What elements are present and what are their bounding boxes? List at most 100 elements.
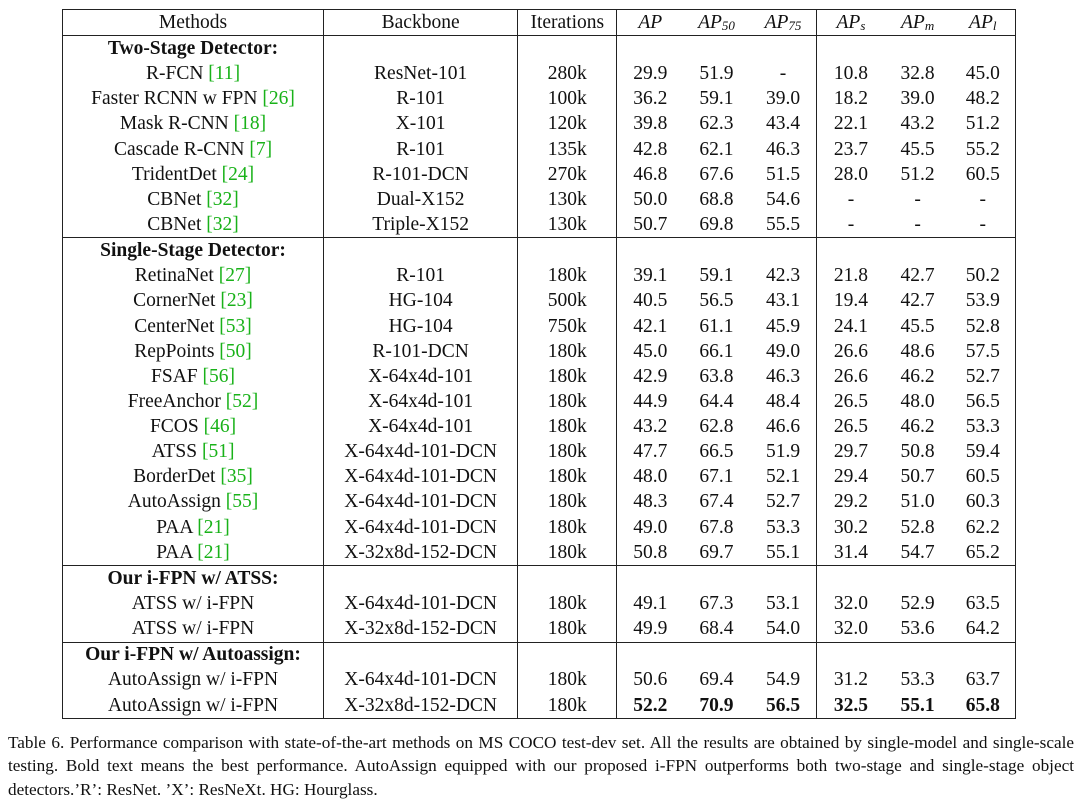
citation-number: 56 xyxy=(209,365,229,387)
ap75-cell: 42.3 xyxy=(765,265,801,287)
citation-number: 18 xyxy=(240,113,260,135)
table-row: ATSS w/ i-FPN X-64x4d-101-DCN 180k 49.1 67.3… xyxy=(61,591,1016,617)
citation-link[interactable]: [21] xyxy=(197,541,230,563)
citation-number: 27 xyxy=(225,265,245,287)
ap75-cell: 56.5 xyxy=(749,692,817,719)
section-empty-cell xyxy=(950,565,1016,592)
aps-cell: - xyxy=(816,212,885,238)
table-row: FSAF [56] X-64x4d-101 180k 42.9 63.8 46.3 26.6… xyxy=(61,363,1016,390)
ap-cell: 40.5 xyxy=(616,288,684,314)
ap50-cell: 62.3 xyxy=(699,113,734,135)
method-cell: FCOS [46] xyxy=(61,414,324,440)
apl-cell: 48.2 xyxy=(950,86,1016,112)
citation-link[interactable]: [32] xyxy=(206,213,239,235)
citation-link[interactable]: [21] xyxy=(197,516,230,538)
citation-link[interactable]: [55] xyxy=(225,491,259,513)
apm-cell: 50.8 xyxy=(900,441,935,463)
section-empty-cell xyxy=(616,35,684,62)
header-aps-base: AP xyxy=(836,11,861,33)
apm-cell: 32.8 xyxy=(900,63,935,85)
citation-link[interactable]: [18] xyxy=(233,113,267,135)
section-empty-cell xyxy=(517,237,617,264)
method-cell: ATSS w/ i-FPN xyxy=(61,616,324,643)
method-name: BorderDet xyxy=(133,466,216,488)
section-header-row: Single-Stage Detector: xyxy=(61,237,1016,264)
aps-cell: 29.2 xyxy=(816,489,885,515)
backbone-cell: HG-104 xyxy=(323,288,518,314)
ap75-cell: 54.0 xyxy=(765,618,801,640)
ap50-cell: 67.3 xyxy=(699,593,734,615)
aps-cell: 21.8 xyxy=(816,263,885,289)
apm-cell: 45.5 xyxy=(900,138,935,160)
header-aps-sub: s xyxy=(860,17,866,33)
ap50-cell: 62.8 xyxy=(699,416,734,438)
citation-link[interactable]: [52] xyxy=(225,390,259,412)
ap75-cell: 55.5 xyxy=(765,213,801,235)
ap-cell: 48.3 xyxy=(616,489,684,515)
iterations-cell: 180k xyxy=(517,464,617,490)
backbone-cell: X-64x4d-101-DCN xyxy=(323,489,518,515)
method-cell: ATSS [51] xyxy=(61,439,324,465)
ap50-cell: 68.8 xyxy=(699,188,734,210)
ap50-cell: 56.5 xyxy=(699,290,734,312)
citation-link[interactable]: [46] xyxy=(203,416,237,438)
citation-link[interactable]: [56] xyxy=(202,365,236,387)
citation-number: 7 xyxy=(255,138,266,160)
iterations-cell: 280k xyxy=(517,61,617,87)
aps-cell: 26.6 xyxy=(816,363,885,390)
backbone-cell: X-64x4d-101 xyxy=(323,363,518,390)
method-name: TridentDet xyxy=(131,163,217,185)
section-empty-cell xyxy=(323,565,518,592)
aps-cell: - xyxy=(816,186,885,213)
backbone-cell: X-64x4d-101 xyxy=(323,389,518,415)
citation-link[interactable]: [50] xyxy=(219,340,252,362)
citation-link[interactable]: [51] xyxy=(201,441,235,463)
header-iterations: Iterations xyxy=(517,8,617,37)
citation-link[interactable]: [7] xyxy=(249,138,273,160)
section-empty-cell xyxy=(750,36,817,62)
apm-cell: 48.6 xyxy=(900,340,935,362)
method-cell: BorderDet [35] xyxy=(61,464,324,490)
method-cell: Cascade R-CNN [7] xyxy=(61,136,324,162)
ap-cell: 39.8 xyxy=(616,111,684,137)
citation-number: 21 xyxy=(203,516,224,538)
apm-cell: 43.2 xyxy=(900,113,935,135)
method-cell: CBNet [32] xyxy=(61,212,324,238)
ap75-cell: 52.1 xyxy=(765,466,801,488)
method-name: CenterNet xyxy=(134,315,215,337)
section-title: Two-Stage Detector: xyxy=(61,35,324,62)
ap-cell: 49.0 xyxy=(616,514,684,540)
citation-link[interactable]: [11] xyxy=(208,63,241,85)
section-title: Our i-FPN w/ Autoassign: xyxy=(61,641,324,668)
apl-cell: 62.2 xyxy=(950,514,1016,540)
header-apm-base: AP xyxy=(901,11,925,33)
ap75-cell: 53.3 xyxy=(765,516,801,538)
citation-link[interactable]: [53] xyxy=(219,315,252,337)
table-row: CornerNet [23] HG-104 500k 40.5 56.5 43.1 19.4… xyxy=(61,288,1016,314)
header-ap75: AP75 xyxy=(749,8,817,37)
ap75-cell: - xyxy=(779,63,787,85)
method-cell: ATSS w/ i-FPN xyxy=(61,591,324,617)
section-empty-cell xyxy=(616,641,684,668)
citation-link[interactable]: [35] xyxy=(220,466,253,488)
table-row: AutoAssign w/ i-FPN X-64x4d-101-DCN 180k 50… xyxy=(61,667,1016,693)
method-name: PAA xyxy=(156,541,193,563)
citation-link[interactable]: [24] xyxy=(221,163,255,185)
apl-cell: 60.5 xyxy=(950,464,1016,490)
citation-link[interactable]: [32] xyxy=(206,188,239,210)
ap-cell: 50.6 xyxy=(616,667,684,693)
section-empty-cell xyxy=(816,237,885,264)
backbone-cell: X-64x4d-101-DCN xyxy=(323,667,518,693)
header-methods: Methods xyxy=(61,8,324,37)
citation-link[interactable]: [27] xyxy=(218,265,252,287)
citation-number: 51 xyxy=(208,441,228,463)
apm-cell: 45.5 xyxy=(900,315,935,337)
citation-link[interactable]: [23] xyxy=(220,290,253,312)
table-row: AutoAssign w/ i-FPN X-32x8d-152-DCN 180k 52… xyxy=(61,692,1016,719)
apm-cell: - xyxy=(914,188,921,210)
method-name: CornerNet xyxy=(133,290,216,312)
ap75-cell: 49.0 xyxy=(765,340,801,362)
aps-cell: 31.4 xyxy=(816,539,885,566)
method-name: Mask R-CNN xyxy=(119,113,229,135)
citation-link[interactable]: [26] xyxy=(262,88,295,110)
